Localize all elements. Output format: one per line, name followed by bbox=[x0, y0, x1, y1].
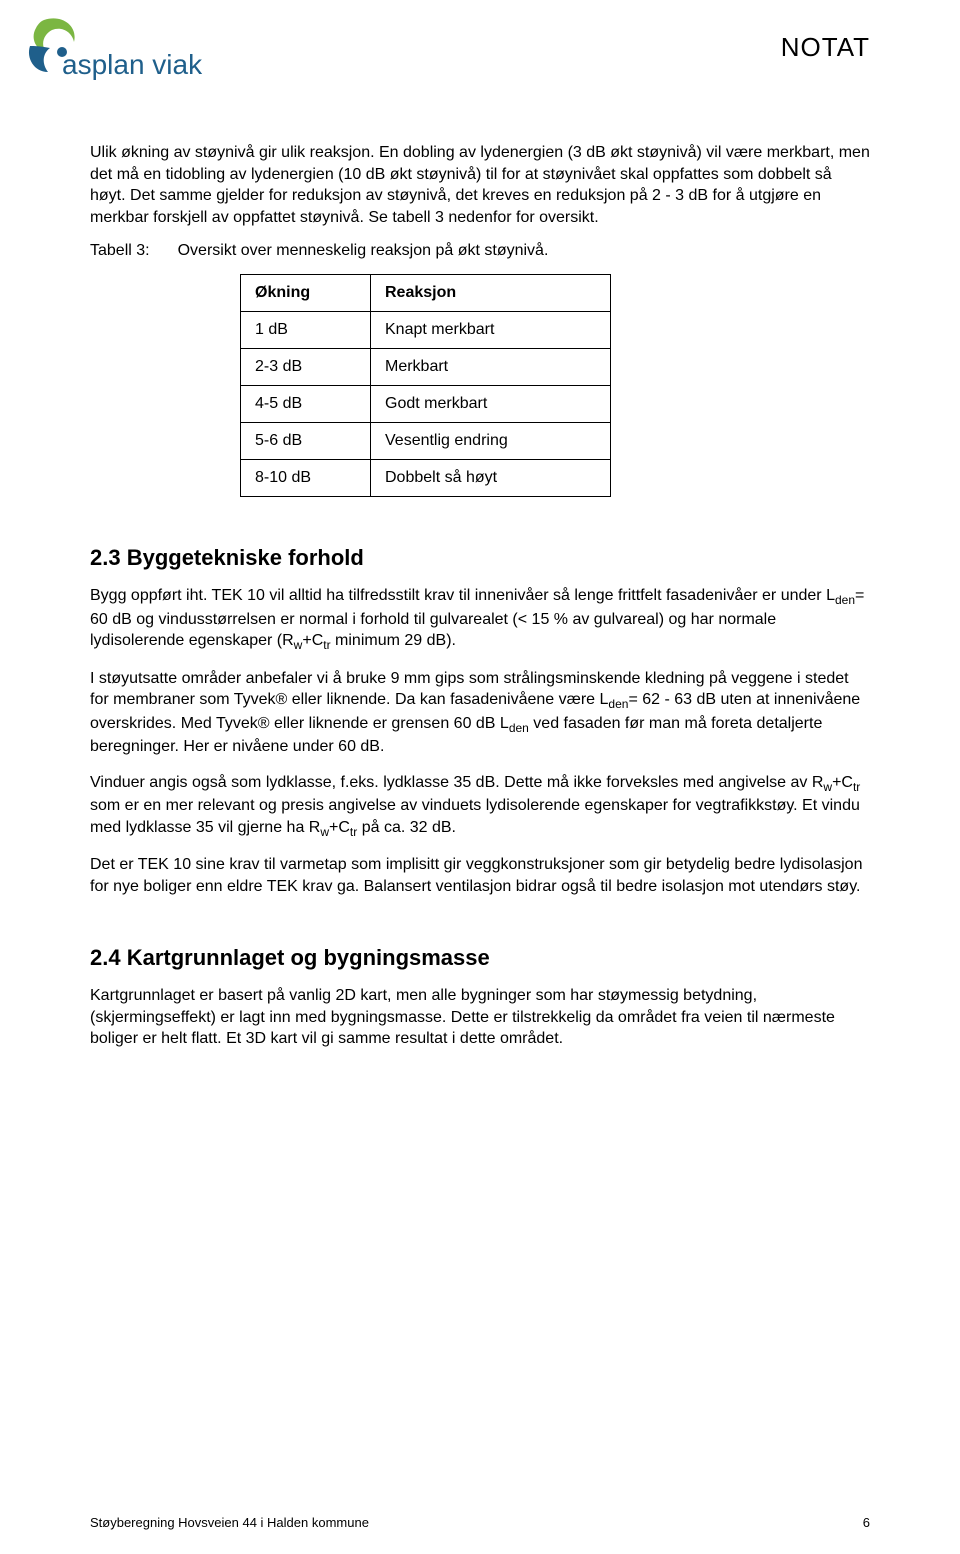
table-cell: 4-5 dB bbox=[241, 386, 371, 423]
section-23-heading: 2.3 Byggetekniske forhold bbox=[90, 545, 870, 571]
document-type-label: NOTAT bbox=[781, 32, 870, 63]
table-cell: 2-3 dB bbox=[241, 349, 371, 386]
intro-paragraph: Ulik økning av støynivå gir ulik reaksjo… bbox=[90, 142, 870, 228]
subscript: w bbox=[823, 780, 832, 794]
section-24-heading: 2.4 Kartgrunnlaget og bygningsmasse bbox=[90, 945, 870, 971]
footer-title: Støyberegning Hovsveien 44 i Halden komm… bbox=[90, 1515, 369, 1530]
text-run: +C bbox=[329, 819, 350, 836]
brand-logo: asplan viak bbox=[22, 16, 252, 97]
table-row: 1 dB Knapt merkbart bbox=[241, 312, 611, 349]
reaction-table: Økning Reaksjon 1 dB Knapt merkbart 2-3 … bbox=[240, 274, 611, 497]
section-23-p1: Bygg oppført iht. TEK 10 vil alltid ha t… bbox=[90, 585, 870, 653]
svg-text:asplan viak: asplan viak bbox=[62, 49, 203, 80]
table3-label: Tabell 3: bbox=[90, 242, 150, 260]
text-run: Bygg oppført iht. TEK 10 vil alltid ha t… bbox=[90, 587, 835, 604]
text-run: som er en mer relevant og presis angivel… bbox=[90, 797, 860, 836]
table-cell: 1 dB bbox=[241, 312, 371, 349]
table-row: 8-10 dB Dobbelt så høyt bbox=[241, 460, 611, 497]
table-row: 4-5 dB Godt merkbart bbox=[241, 386, 611, 423]
table-header-col2: Reaksjon bbox=[371, 275, 611, 312]
table-header-col1: Økning bbox=[241, 275, 371, 312]
table-row: 5-6 dB Vesentlig endring bbox=[241, 423, 611, 460]
subscript: tr bbox=[323, 639, 330, 653]
table-cell: Dobbelt så høyt bbox=[371, 460, 611, 497]
text-run: på ca. 32 dB. bbox=[357, 819, 456, 836]
table-row: 2-3 dB Merkbart bbox=[241, 349, 611, 386]
subscript: tr bbox=[853, 780, 860, 794]
subscript: den bbox=[608, 698, 628, 712]
table-cell: Godt merkbart bbox=[371, 386, 611, 423]
table-cell: Knapt merkbart bbox=[371, 312, 611, 349]
page-footer: Støyberegning Hovsveien 44 i Halden komm… bbox=[90, 1515, 870, 1530]
section-23-p2: I støyutsatte områder anbefaler vi å bru… bbox=[90, 668, 870, 758]
table3-caption-row: Tabell 3: Oversikt over menneskelig reak… bbox=[90, 242, 870, 260]
table3-caption: Oversikt over menneskelig reaksjon på øk… bbox=[178, 242, 549, 260]
text-run: +C bbox=[302, 632, 323, 649]
table-cell: 5-6 dB bbox=[241, 423, 371, 460]
text-run: Vinduer angis også som lydklasse, f.eks.… bbox=[90, 774, 823, 791]
section-23-p3: Vinduer angis også som lydklasse, f.eks.… bbox=[90, 772, 870, 840]
table-cell: 8-10 dB bbox=[241, 460, 371, 497]
section-24-p1: Kartgrunnlaget er basert på vanlig 2D ka… bbox=[90, 985, 870, 1050]
table-cell: Merkbart bbox=[371, 349, 611, 386]
subscript: den bbox=[509, 721, 529, 735]
subscript: den bbox=[835, 594, 855, 608]
subscript: w bbox=[320, 825, 329, 839]
table-cell: Vesentlig endring bbox=[371, 423, 611, 460]
page-number: 6 bbox=[863, 1515, 870, 1530]
text-run: +C bbox=[832, 774, 853, 791]
section-23-p4: Det er TEK 10 sine krav til varmetap som… bbox=[90, 854, 870, 897]
text-run: minimum 29 dB). bbox=[331, 632, 456, 649]
